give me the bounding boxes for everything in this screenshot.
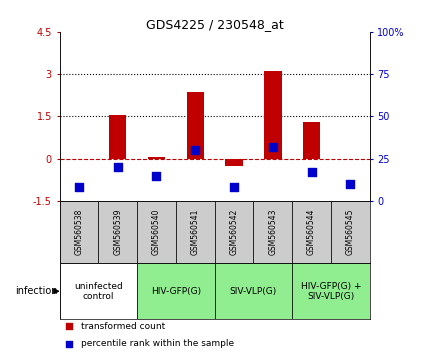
Text: GSM560541: GSM560541 (191, 209, 200, 255)
Point (231, 185, 238, 190)
Text: transformed count: transformed count (81, 322, 165, 331)
Bar (264, 72, 281, 159)
Point (65, 341, 72, 347)
Text: GSM560539: GSM560539 (113, 209, 122, 255)
Text: GSM560542: GSM560542 (230, 209, 238, 255)
Point (347, 181, 354, 187)
Bar (331, 201, 370, 263)
Title: GDS4225 / 230548_at: GDS4225 / 230548_at (146, 18, 283, 31)
Bar (292, 263, 370, 319)
Text: infection: infection (15, 286, 57, 296)
Text: GSM560538: GSM560538 (74, 209, 83, 255)
Bar (215, 263, 292, 319)
Bar (148, 157, 165, 159)
Point (308, 170, 315, 175)
Point (269, 144, 276, 150)
Text: HIV-GFP(G) +
SIV-VLP(G): HIV-GFP(G) + SIV-VLP(G) (301, 281, 361, 301)
Point (192, 148, 198, 153)
Bar (292, 201, 331, 263)
Text: percentile rank within the sample: percentile rank within the sample (81, 339, 234, 348)
Text: GSM560544: GSM560544 (307, 209, 316, 255)
Bar (187, 92, 204, 159)
Text: GSM560543: GSM560543 (268, 209, 277, 255)
Point (153, 173, 160, 178)
Bar (253, 201, 292, 263)
Text: GSM560545: GSM560545 (346, 209, 355, 255)
Text: SIV-VLP(G): SIV-VLP(G) (230, 287, 277, 296)
Bar (60, 263, 137, 319)
Bar (303, 122, 320, 159)
Text: uninfected
control: uninfected control (74, 281, 123, 301)
Point (65, 324, 72, 329)
Bar (60, 201, 98, 263)
Point (76, 185, 82, 190)
Bar (215, 201, 253, 263)
Bar (137, 263, 215, 319)
Bar (176, 201, 215, 263)
Point (114, 164, 121, 170)
Bar (98, 201, 137, 263)
Text: GSM560540: GSM560540 (152, 209, 161, 255)
Bar (225, 159, 243, 166)
Bar (109, 115, 126, 159)
Text: HIV-GFP(G): HIV-GFP(G) (151, 287, 201, 296)
Bar (137, 201, 176, 263)
